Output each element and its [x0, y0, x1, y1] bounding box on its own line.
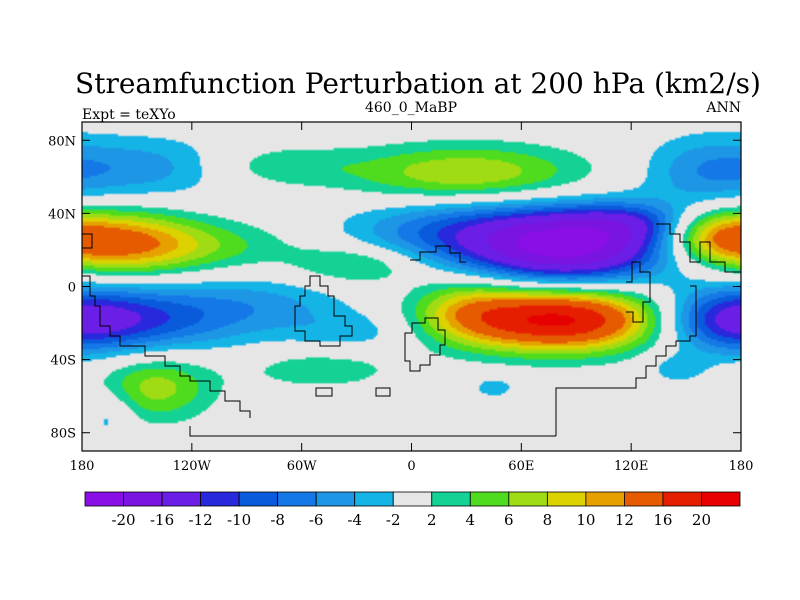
colorbar-swatch	[469, 491, 510, 507]
colorbar-label: -16	[150, 511, 174, 529]
colorbar-label: 12	[615, 511, 634, 529]
y-tick-label: 40N	[48, 207, 76, 222]
x-tick-label: 120E	[614, 459, 648, 474]
colorbar-label: -6	[309, 511, 324, 529]
colorbar-swatch	[585, 491, 625, 507]
colorbar-swatch	[701, 491, 741, 507]
subtitle-right: ANN	[705, 100, 741, 116]
x-tick-label: 0	[407, 459, 415, 474]
y-tick-label: 40S	[51, 354, 76, 369]
y-tick-label: 80N	[48, 134, 76, 149]
colorbar-label: -12	[189, 511, 213, 529]
colorbar-swatch	[431, 491, 471, 507]
colorbar-label: -2	[386, 511, 401, 529]
y-tick-label: 80S	[51, 427, 76, 442]
colorbar: -20 -16 -12 -10 -8 -6 -4 -2 2 4 6 8 10 12 16 20	[84, 491, 741, 529]
colorbar-swatch	[238, 491, 279, 507]
colorbar-swatch	[354, 491, 394, 507]
x-tick-label: 180	[729, 459, 754, 474]
colorbar-swatch	[662, 491, 702, 507]
streamfunction-field	[82, 122, 741, 451]
y-tick-label: 0	[68, 281, 76, 296]
colorbar-label: 4	[466, 511, 476, 529]
colorbar-swatch	[161, 491, 201, 507]
colorbar-swatch	[508, 491, 548, 507]
x-axis: 180 120W 60W 0 60E 120E 180	[70, 122, 754, 474]
colorbar-swatch	[315, 491, 356, 507]
colorbar-label: -10	[227, 511, 251, 529]
colorbar-label: 10	[576, 511, 595, 529]
colorbar-label: 8	[543, 511, 553, 529]
colorbar-label: 16	[653, 511, 672, 529]
colorbar-swatch	[392, 491, 433, 507]
colorbar-label: -4	[347, 511, 362, 529]
colorbar-label: 2	[427, 511, 437, 529]
colorbar-swatch	[200, 491, 240, 507]
subtitle-center: 460_0_MaBP	[365, 100, 457, 116]
chart-title: Streamfunction Perturbation at 200 hPa (…	[75, 67, 761, 100]
y-axis: 80N 40N 0 40S 80S	[48, 134, 741, 442]
x-tick-label: 60E	[508, 459, 534, 474]
colorbar-label: 6	[504, 511, 514, 529]
colorbar-swatch	[624, 491, 664, 507]
subtitle-left: Expt = teXYo	[82, 107, 176, 123]
colorbar-label: -20	[111, 511, 135, 529]
continent-outlines	[82, 223, 741, 437]
colorbar-label: 20	[692, 511, 711, 529]
x-tick-label: 180	[70, 459, 95, 474]
plot-area	[82, 122, 741, 451]
colorbar-swatch	[84, 491, 124, 507]
colorbar-swatch	[277, 491, 317, 507]
x-tick-label: 60W	[287, 459, 318, 474]
colorbar-swatch	[123, 491, 163, 507]
colorbar-swatch	[546, 491, 587, 507]
x-tick-label: 120W	[173, 459, 212, 474]
colorbar-label: -8	[270, 511, 285, 529]
